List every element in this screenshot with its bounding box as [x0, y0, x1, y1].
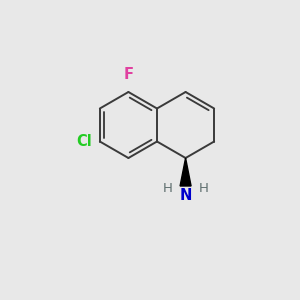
Polygon shape [180, 158, 191, 186]
Text: H: H [199, 182, 208, 194]
Text: F: F [123, 67, 134, 82]
Text: H: H [163, 182, 172, 194]
Text: N: N [179, 188, 192, 203]
Text: Cl: Cl [76, 134, 92, 149]
